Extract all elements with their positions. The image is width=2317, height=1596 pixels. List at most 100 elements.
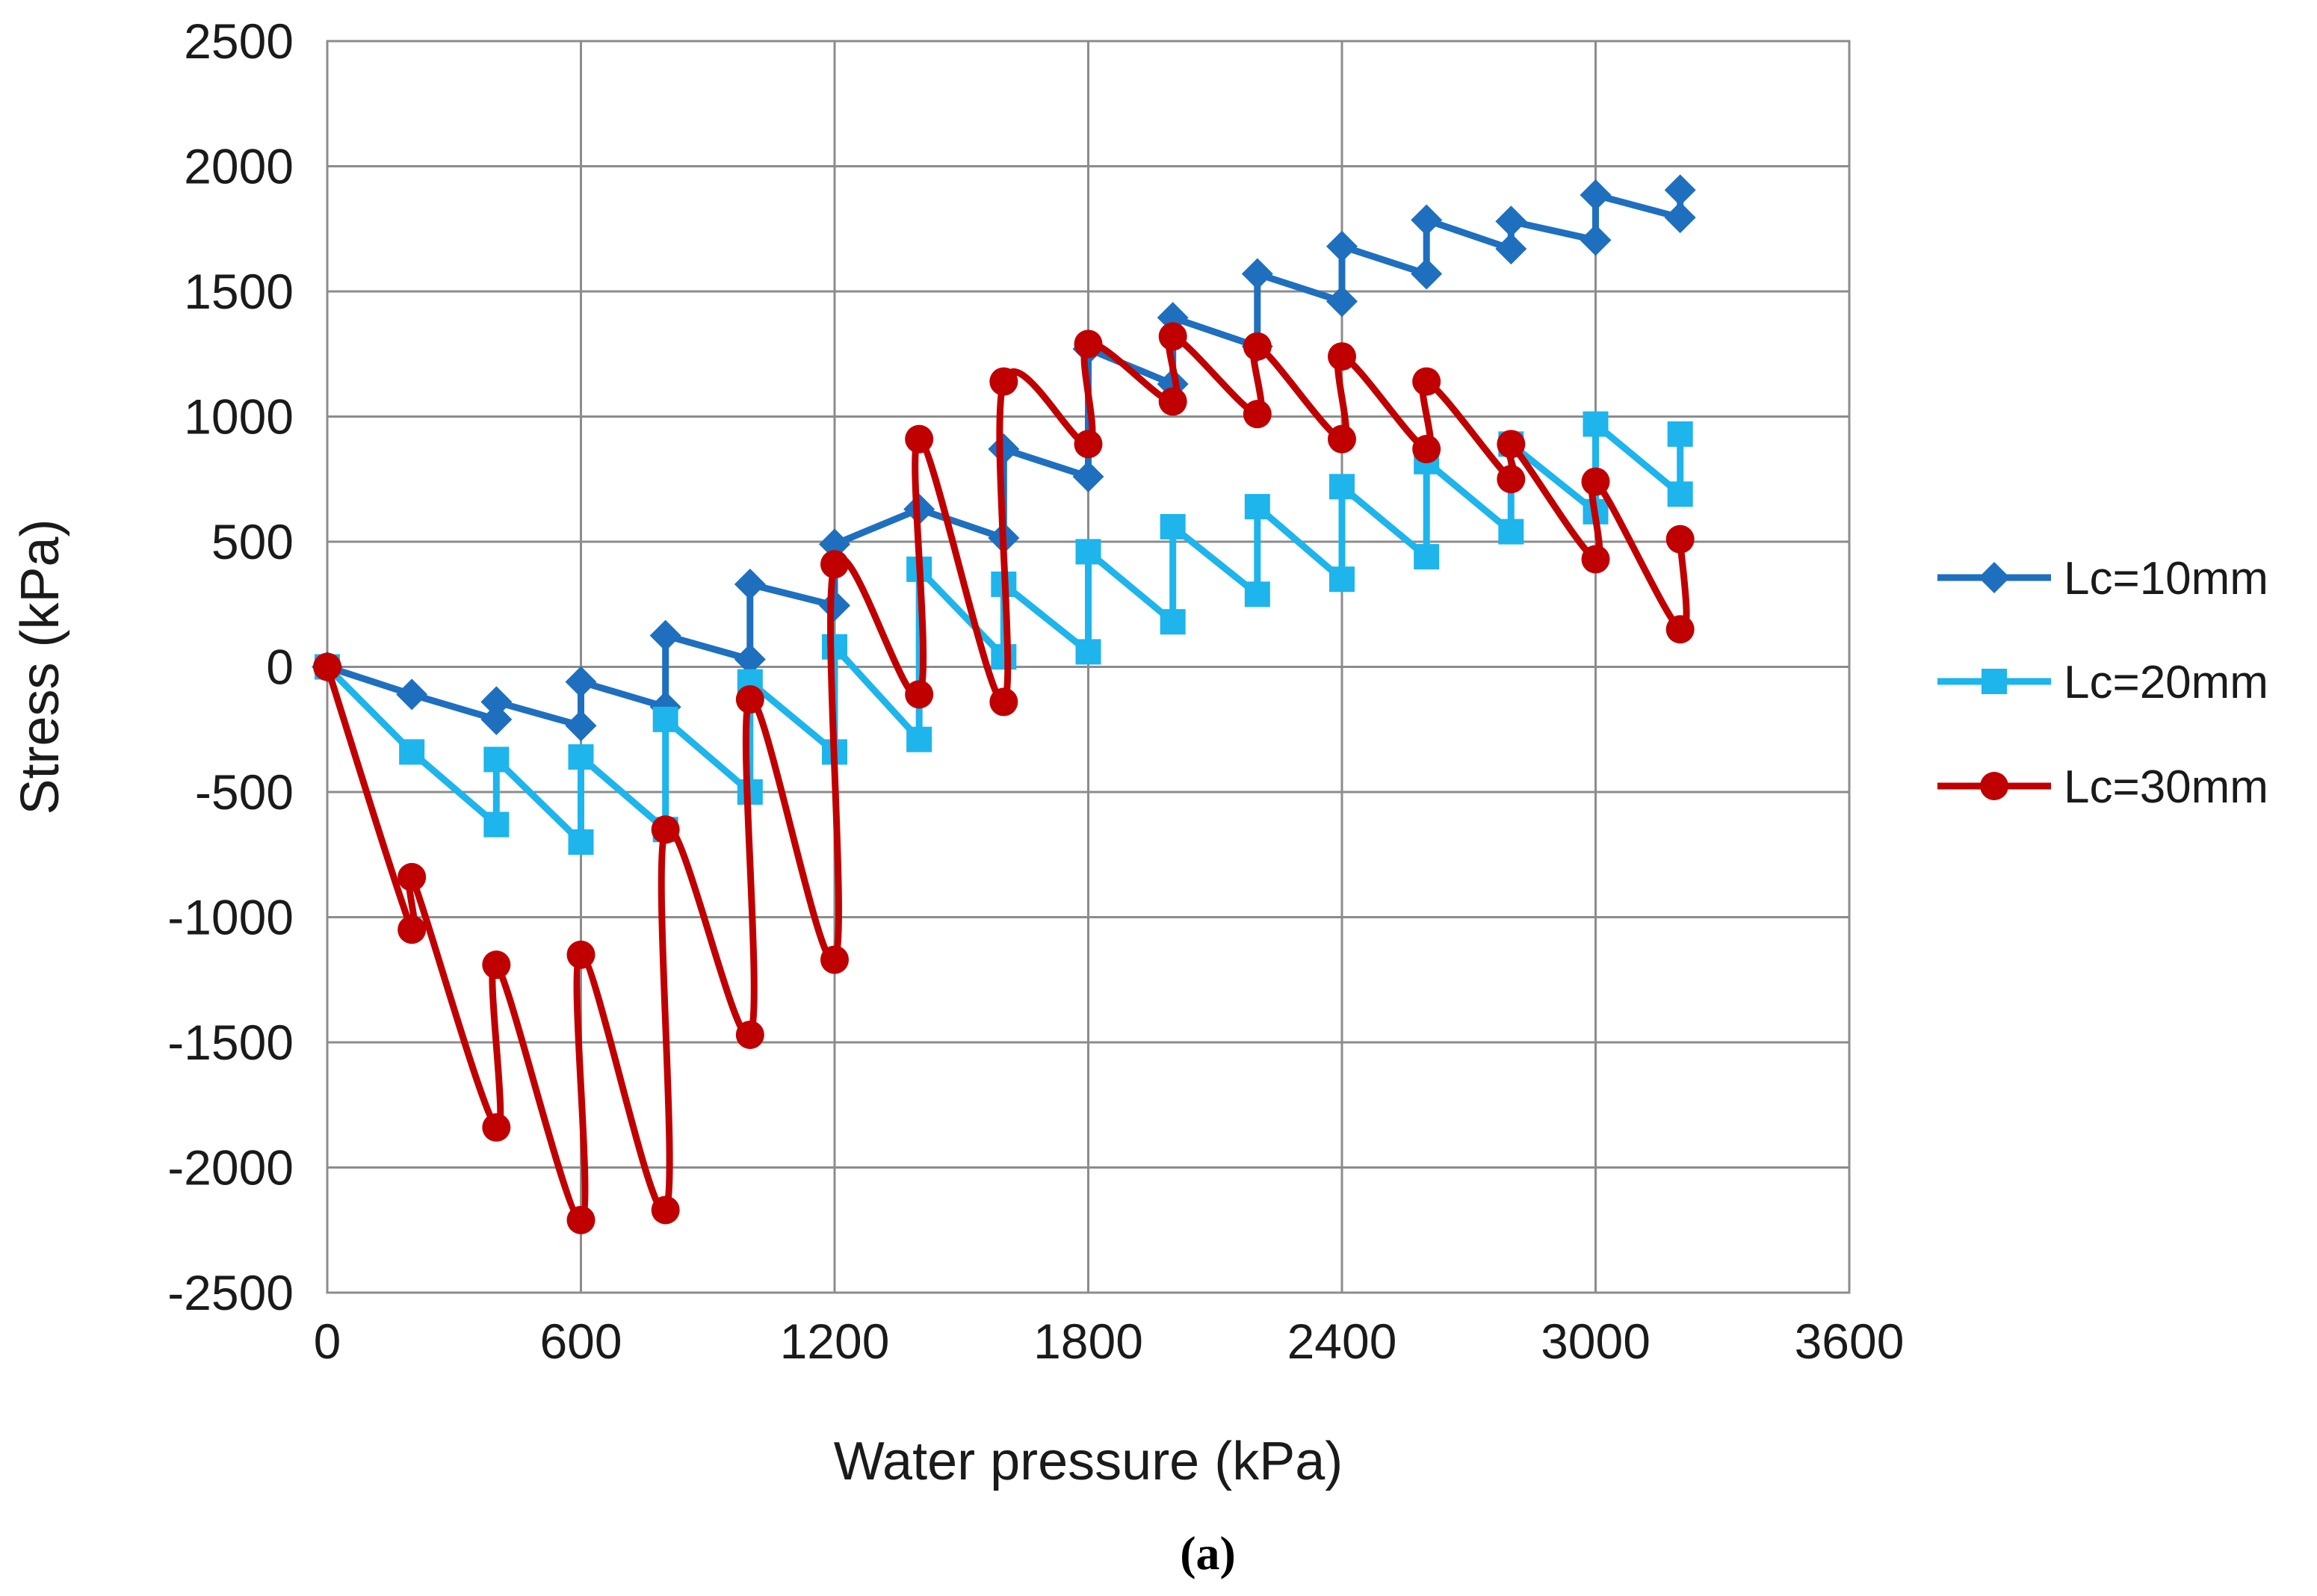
data-point: [1328, 424, 1356, 454]
data-point: [566, 940, 596, 969]
data-point: [1664, 202, 1696, 234]
data-point: [905, 680, 934, 709]
x-tick-label: 2400: [1287, 1314, 1397, 1369]
data-point: [1665, 615, 1695, 644]
data-point: [1158, 322, 1187, 351]
data-point: [1075, 539, 1101, 565]
data-point: [1497, 430, 1526, 459]
data-point: [565, 710, 597, 742]
data-point: [1411, 204, 1443, 236]
data-point: [819, 528, 850, 560]
data-point: [1075, 639, 1101, 665]
data-point: [1158, 387, 1187, 416]
legend-label: Lc=30mm: [2064, 761, 2268, 813]
data-point: [397, 862, 427, 891]
data-point: [1329, 566, 1355, 593]
data-point: [482, 1113, 511, 1142]
data-point: [1581, 467, 1610, 496]
x-tick-label: 0: [314, 1314, 341, 1369]
data-point: [991, 644, 1017, 670]
data-point: [1667, 421, 1693, 447]
legend-marker: [1979, 562, 2010, 593]
y-tick-label: 2000: [184, 139, 294, 194]
data-point: [568, 829, 594, 855]
data-point: [735, 1020, 764, 1049]
data-point: [1667, 481, 1693, 507]
data-point: [1328, 342, 1356, 371]
data-point: [1244, 581, 1270, 607]
y-tick-label: -2000: [167, 1140, 294, 1196]
data-point: [1160, 609, 1186, 635]
data-point: [399, 739, 425, 765]
legend-item: Lc=20mm: [1937, 657, 2268, 708]
data-point: [905, 424, 934, 454]
x-axis-tick-labels: 0 600 1200 1800 2400 3000 3600: [314, 1314, 1905, 1369]
data-point: [1495, 205, 1527, 238]
data-point: [651, 815, 680, 844]
data-point: [482, 950, 511, 980]
legend-item: Lc=10mm: [1937, 553, 2268, 604]
series-Lc=30mm: [313, 322, 1695, 1234]
data-point: [820, 945, 849, 974]
x-tick-label: 600: [539, 1314, 622, 1369]
data-point: [1664, 174, 1696, 206]
y-tick-label: 1000: [184, 389, 294, 445]
data-point: [396, 678, 428, 711]
x-axis-title: Water pressure (kPa): [834, 1432, 1343, 1491]
data-point: [1243, 400, 1272, 429]
x-tick-label: 1200: [780, 1314, 890, 1369]
legend-marker: [1982, 669, 2007, 694]
data-point: [480, 686, 513, 718]
data-point: [1160, 513, 1186, 539]
data-point: [1580, 179, 1612, 211]
data-point: [1414, 544, 1440, 570]
data-point: [906, 726, 932, 752]
data-point: [566, 1205, 596, 1234]
x-tick-label: 3600: [1795, 1314, 1905, 1369]
legend-item: Lc=30mm: [1937, 761, 2268, 813]
figure-caption: (a): [1180, 1527, 1236, 1580]
legend-label: Lc=10mm: [2064, 553, 2268, 604]
data-point: [1665, 525, 1695, 554]
data-point: [1329, 474, 1355, 500]
y-tick-label: -500: [195, 764, 294, 820]
data-point: [483, 811, 510, 838]
legend-label: Lc=20mm: [2064, 657, 2268, 708]
data-point: [1580, 224, 1612, 256]
data-point: [1326, 285, 1358, 318]
data-point: [313, 652, 341, 681]
data-point: [1074, 330, 1103, 359]
data-point: [1241, 258, 1273, 290]
data-point: [1243, 332, 1272, 361]
data-point: [397, 915, 427, 944]
data-point: [1581, 545, 1610, 574]
data-point: [734, 643, 766, 675]
legend-marker: [1980, 772, 2008, 800]
y-axis-tick-labels: 2500 2000 1500 1000 500 0 -500 -1000 -1500 -2000 -…: [167, 13, 294, 1320]
y-tick-label: 1500: [184, 264, 294, 319]
x-tick-label: 3000: [1541, 1314, 1651, 1369]
y-axis-title: Stress (kPa): [10, 519, 70, 814]
data-point: [819, 590, 850, 622]
data-point: [1412, 367, 1441, 396]
data-point: [565, 666, 597, 698]
y-tick-label: -1500: [167, 1015, 294, 1070]
data-point: [1244, 494, 1270, 520]
data-point: [649, 619, 681, 652]
y-tick-label: 0: [266, 640, 294, 695]
data-point: [1411, 258, 1443, 290]
data-point: [820, 550, 849, 579]
data-point: [1074, 430, 1103, 459]
data-point: [988, 433, 1020, 466]
data-point: [652, 706, 678, 732]
data-point: [1072, 460, 1104, 492]
data-point: [822, 634, 847, 660]
data-point: [734, 568, 766, 600]
data-point: [1326, 230, 1358, 262]
data-point: [1498, 519, 1524, 545]
y-tick-label: -2500: [167, 1265, 294, 1320]
data-point: [483, 746, 510, 773]
legend: Lc=10mm Lc=20mm Lc=30mm: [1937, 553, 2268, 813]
data-point: [568, 744, 594, 770]
